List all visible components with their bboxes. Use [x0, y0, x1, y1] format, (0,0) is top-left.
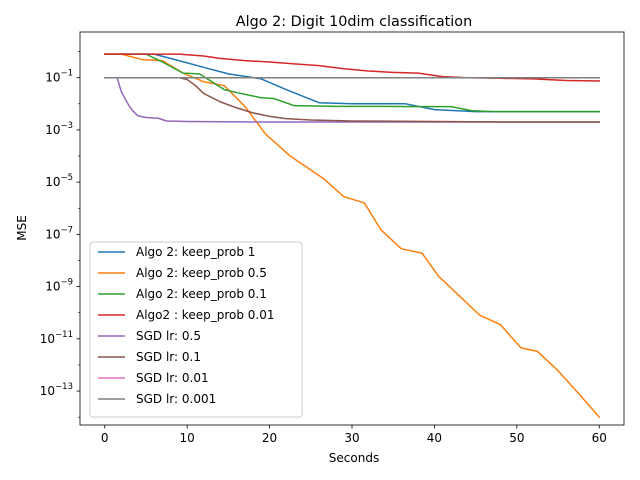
y-tick-label: 10−3 [45, 121, 73, 137]
series-line-5 [103, 76, 601, 123]
x-tick-label: 50 [509, 431, 524, 445]
legend-label: SGD lr: 0.001 [136, 392, 216, 406]
x-tick-label: 60 [592, 431, 607, 445]
y-axis-label: MSE [15, 215, 29, 241]
x-tick-label: 40 [427, 431, 442, 445]
x-axis: 0 10 20 30 40 50 60 [101, 425, 607, 445]
legend-label: SGD lr: 0.5 [136, 329, 201, 343]
legend-label: Algo2 : keep_prob 0.01 [136, 308, 275, 322]
legend: Algo 2: keep_prob 1 Algo 2: keep_prob 0.5… [89, 241, 303, 418]
chart-title: Algo 2: Digit 10dim classification [236, 14, 472, 30]
legend-label: Algo 2: keep_prob 1 [136, 245, 255, 259]
x-tick-label: 20 [262, 431, 277, 445]
series-line-6 [103, 76, 601, 123]
legend-label: SGD lr: 0.1 [136, 350, 201, 364]
legend-label: Algo 2: keep_prob 0.5 [136, 266, 267, 280]
y-tick-label: 10−13 [40, 382, 73, 398]
plot-series-group [103, 53, 601, 419]
y-tick-label: 10−1 [45, 69, 73, 85]
series-line-3 [103, 53, 601, 113]
y-axis: 10−13 10−11 10−9 10−7 10−5 10−3 10−1 [40, 51, 80, 418]
y-tick-label: 10−5 [45, 173, 73, 189]
x-tick-label: 10 [180, 431, 195, 445]
x-tick-label: 0 [101, 431, 109, 445]
x-axis-label: Seconds [329, 451, 379, 465]
x-tick-label: 30 [344, 431, 359, 445]
legend-label: SGD lr: 0.01 [136, 371, 209, 385]
y-tick-label: 10−11 [40, 330, 73, 346]
legend-label: Algo 2: keep_prob 0.1 [136, 287, 267, 301]
legend-box [89, 241, 303, 418]
y-tick-label: 10−7 [45, 225, 73, 241]
y-tick-label: 10−9 [45, 278, 73, 294]
